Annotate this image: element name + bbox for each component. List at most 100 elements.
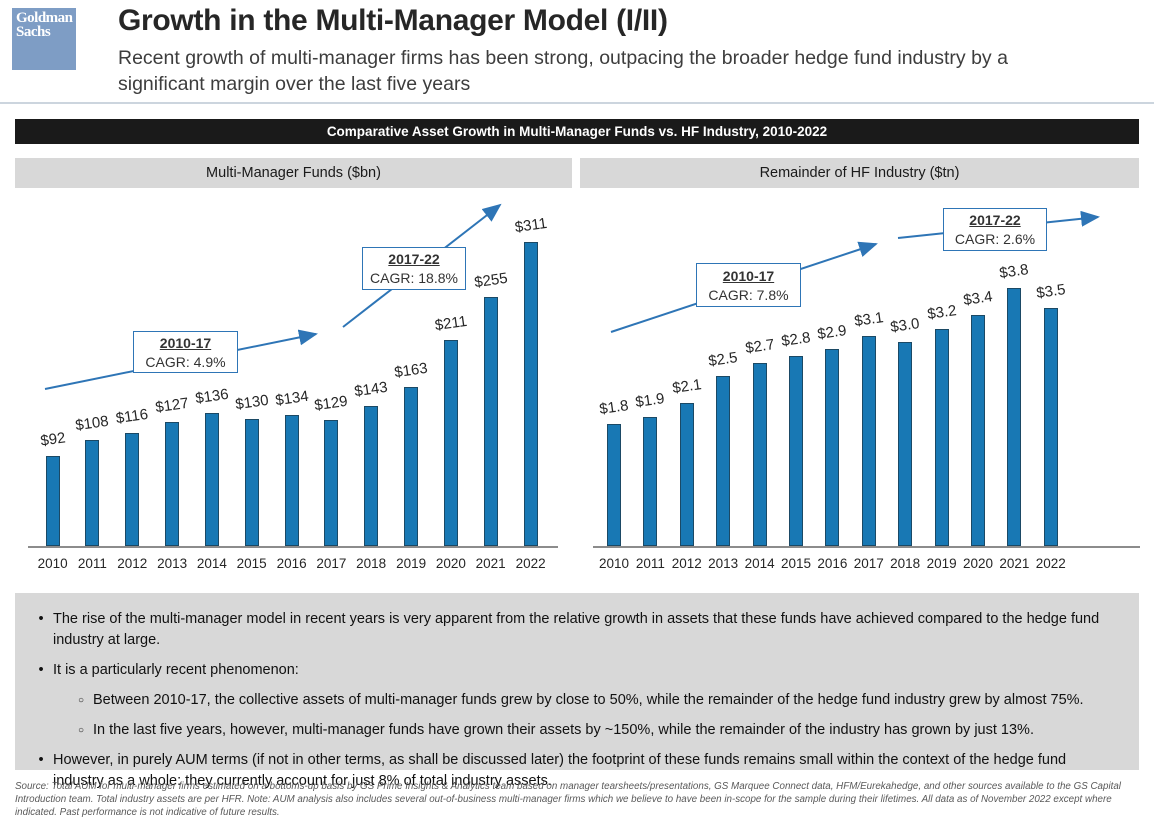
bar xyxy=(523,242,538,546)
x-axis-tick-label: 2019 xyxy=(396,556,427,571)
x-axis-tick-label: 2010 xyxy=(37,556,68,571)
x-axis-tick-label: 2013 xyxy=(157,556,188,571)
dot-bullet-icon: • xyxy=(38,752,44,768)
logo-line-2: Sachs xyxy=(16,24,51,41)
bar xyxy=(204,413,219,546)
x-axis-tick-label: 2017 xyxy=(853,556,884,571)
bar xyxy=(244,419,259,546)
x-axis xyxy=(28,546,558,548)
bar-value-label: $2.1 xyxy=(671,376,703,397)
x-axis xyxy=(593,546,1140,548)
x-axis-tick-label: 2011 xyxy=(77,556,107,571)
left-chart-title: Multi-Manager Funds ($bn) xyxy=(15,158,572,188)
circle-bullet-icon: ○ xyxy=(77,725,85,736)
dot-bullet-icon: • xyxy=(38,662,44,678)
bar xyxy=(861,336,876,546)
x-axis-tick-label: 2016 xyxy=(817,556,848,571)
circle-bullet-icon: ○ xyxy=(77,695,85,706)
commentary-box: • The rise of the multi-manager model in … xyxy=(15,593,1139,789)
bar xyxy=(125,433,140,546)
chart-banner-title: Comparative Asset Growth in Multi-Manage… xyxy=(15,119,1139,144)
cagr-period: 2017-22 xyxy=(969,212,1021,228)
x-axis-tick-label: 2018 xyxy=(356,556,387,571)
x-axis-tick-label: 2018 xyxy=(890,556,921,571)
x-axis-tick-label: 2010 xyxy=(598,556,630,571)
bar xyxy=(1007,288,1022,546)
bar-value-label: $3.8 xyxy=(998,261,1031,282)
bar xyxy=(789,356,803,546)
cagr-box-right-2017-22: 2017-22 CAGR: 2.6% xyxy=(943,208,1047,251)
sub-bullet-item: ○ Between 2010-17, the collective assets … xyxy=(69,690,1113,711)
page-subtitle: Recent growth of multi-manager firms has… xyxy=(118,47,1008,95)
x-axis-tick-label: 2020 xyxy=(962,556,994,571)
bar xyxy=(971,315,985,546)
x-axis-tick-label: 2019 xyxy=(926,556,957,571)
page-title: Growth in the Multi-Manager Model (I/II) xyxy=(118,4,668,37)
bar xyxy=(483,297,498,546)
bar xyxy=(45,456,60,546)
x-axis-tick-label: 2014 xyxy=(196,556,227,571)
bar xyxy=(825,349,840,546)
bar xyxy=(364,406,379,546)
bar-value-label: $311 xyxy=(513,214,548,237)
bar-value-label: $3.4 xyxy=(962,288,994,309)
bar-value-label: $211 xyxy=(433,312,469,335)
cagr-period: 2017-22 xyxy=(388,251,440,267)
header-divider xyxy=(0,102,1154,104)
bar xyxy=(85,440,100,546)
bullet-text: Between 2010-17, the collective assets o… xyxy=(93,692,1084,708)
bullet-text: The rise of the multi-manager model in r… xyxy=(53,611,1100,648)
bullet-text: In the last five years, however, multi-m… xyxy=(93,722,1034,738)
x-axis-tick-label: 2022 xyxy=(515,556,546,571)
x-axis-tick-label: 2011 xyxy=(635,556,665,571)
bullet-text: It is a particularly recent phenomenon: xyxy=(53,662,299,678)
x-axis-tick-label: 2014 xyxy=(744,556,775,571)
x-axis-tick-label: 2017 xyxy=(316,556,347,571)
bar xyxy=(165,422,180,546)
bar xyxy=(1043,308,1058,546)
bar xyxy=(716,376,731,546)
x-axis-tick-label: 2012 xyxy=(671,556,702,571)
x-axis-tick-label: 2022 xyxy=(1035,556,1066,571)
cagr-rate: CAGR: 4.9% xyxy=(145,353,226,370)
header-title-block: Growth in the Multi-Manager Model (I/II)… xyxy=(118,4,1098,97)
bar xyxy=(898,342,913,546)
source-note: Source: Total AUM for multi-manager firm… xyxy=(15,781,1121,818)
x-axis-tick-label: 2020 xyxy=(435,556,466,571)
x-axis-tick-label: 2021 xyxy=(999,556,1030,571)
x-axis-tick-label: 2021 xyxy=(475,556,506,571)
goldman-sachs-logo: Goldman Sachs xyxy=(12,8,76,70)
bar-value-label: $255 xyxy=(472,269,509,292)
sub-bullet-item: ○ In the last five years, however, multi-… xyxy=(69,720,1113,741)
x-axis-tick-label: 2015 xyxy=(236,556,267,571)
bar xyxy=(443,340,458,546)
logo-line-1: Goldman xyxy=(16,10,73,26)
dot-bullet-icon: • xyxy=(38,611,44,627)
bar xyxy=(679,403,694,546)
bar-value-label: $163 xyxy=(393,359,429,382)
bar xyxy=(607,424,621,546)
bullet-text: However, in purely AUM terms (if not in … xyxy=(53,752,1067,789)
cagr-box-right-2010-17: 2010-17 CAGR: 7.8% xyxy=(696,263,801,307)
cagr-box-left-2010-17: 2010-17 CAGR: 4.9% xyxy=(133,331,238,373)
cagr-rate: CAGR: 2.6% xyxy=(954,231,1036,247)
bar xyxy=(284,415,299,546)
x-axis-tick-label: 2012 xyxy=(117,556,148,571)
bar xyxy=(752,363,767,546)
right-chart-title: Remainder of HF Industry ($tn) xyxy=(580,158,1139,188)
cagr-rate: CAGR: 18.8% xyxy=(370,270,458,286)
bar xyxy=(643,417,658,546)
bar xyxy=(934,329,949,546)
bullet-item: • It is a particularly recent phenomenon: xyxy=(29,660,1113,681)
x-axis-tick-label: 2013 xyxy=(708,556,739,571)
bar xyxy=(324,420,339,546)
bullet-item: • However, in purely AUM terms (if not in… xyxy=(29,750,1113,792)
cagr-box-left-2017-22: 2017-22 CAGR: 18.8% xyxy=(362,247,466,290)
cagr-period: 2010-17 xyxy=(722,267,775,284)
bar xyxy=(404,387,419,546)
cagr-period: 2010-17 xyxy=(159,334,212,351)
cagr-rate: CAGR: 7.8% xyxy=(708,286,789,303)
bullet-item: • The rise of the multi-manager model in … xyxy=(29,609,1113,651)
